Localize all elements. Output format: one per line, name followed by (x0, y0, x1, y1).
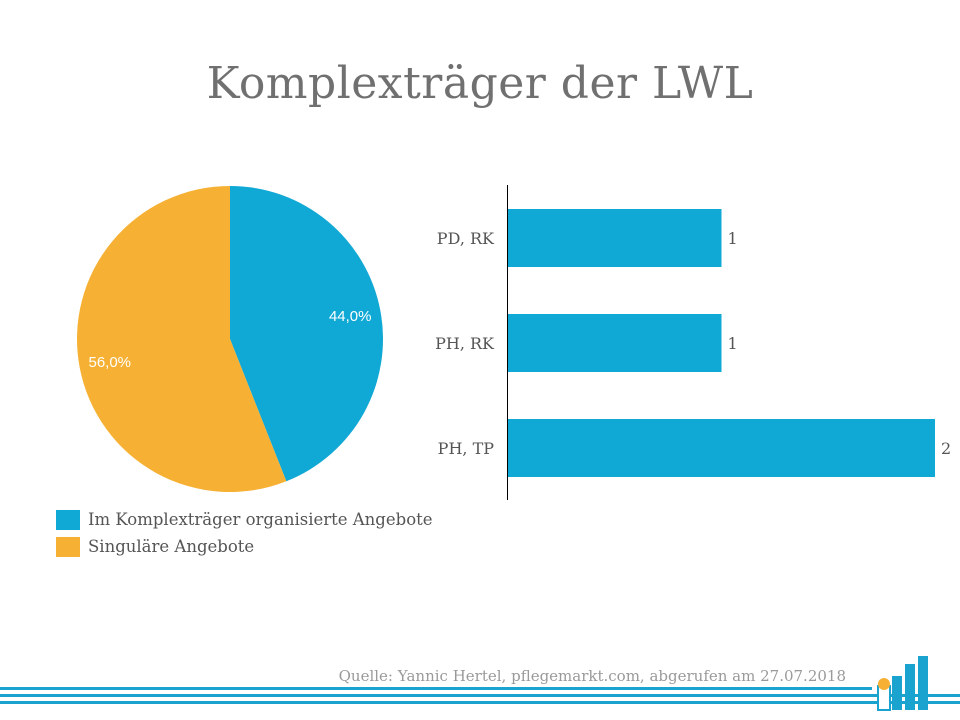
legend-swatch-orange (56, 536, 80, 557)
source-note: Quelle: Yannic Hertel, pflegemarkt.com, … (338, 667, 846, 685)
footer-rule (0, 687, 872, 690)
category-label: PH, RK (435, 334, 495, 353)
legend-item: Singuläre Angebote (56, 533, 433, 560)
bar-value-label: 1 (728, 334, 738, 353)
legend-label: Singuläre Angebote (88, 537, 255, 556)
pflegemarkt-logo-icon (877, 656, 928, 711)
footer-rule (0, 701, 960, 704)
legend-item: Im Komplexträger organisierte Angebote (56, 506, 433, 533)
pie-legend: Im Komplexträger organisierte Angebote S… (56, 506, 433, 560)
category-label: PD, RK (437, 229, 495, 248)
bar (508, 209, 722, 267)
bar (508, 314, 722, 372)
pie-slice (230, 186, 383, 482)
bar (508, 419, 935, 477)
bar-value-label: 1 (728, 229, 738, 248)
legend-label: Im Komplexträger organisierte Angebote (88, 510, 433, 529)
bar-value-label: 2 (941, 439, 951, 458)
pie-data-label: 56,0% (88, 354, 131, 371)
footer-rule (0, 694, 960, 697)
pie-data-label: 44,0% (329, 308, 372, 325)
chart-title: Komplexträger der LWL (206, 58, 754, 109)
legend-swatch-blue (56, 509, 80, 530)
pie-slice (77, 186, 287, 492)
category-label: PH, TP (438, 439, 495, 458)
